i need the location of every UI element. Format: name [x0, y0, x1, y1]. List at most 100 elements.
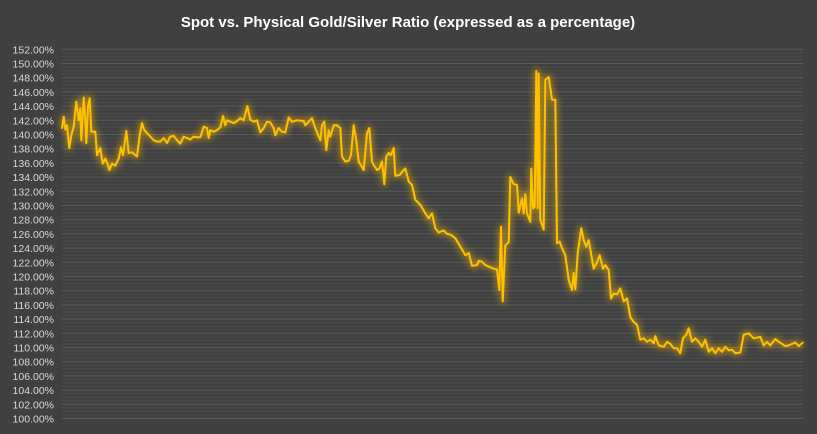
data-point	[682, 337, 684, 340]
data-point	[99, 147, 102, 149]
data-point	[319, 139, 322, 142]
data-point	[610, 297, 612, 300]
data-point	[691, 340, 693, 343]
data-point	[509, 176, 512, 179]
data-point	[314, 127, 317, 130]
data-point	[582, 239, 585, 242]
data-point	[321, 124, 323, 127]
data-point	[564, 254, 567, 257]
data-point	[64, 128, 67, 131]
y-tick-label: 148.00%	[13, 73, 54, 85]
data-point	[120, 146, 122, 149]
data-point	[209, 129, 212, 132]
data-point	[90, 130, 93, 133]
data-point	[457, 242, 460, 245]
data-point	[317, 135, 320, 138]
data-point	[669, 343, 672, 345]
chart-title: Spot vs. Physical Gold/Silver Ratio (exp…	[181, 14, 635, 31]
data-point	[106, 163, 109, 166]
data-point	[431, 212, 433, 215]
data-point	[522, 212, 525, 215]
y-tick-label: 142.00%	[13, 115, 54, 127]
data-point	[524, 193, 527, 196]
data-point	[571, 289, 573, 291]
y-tick-label: 150.00%	[13, 59, 54, 71]
y-tick-label: 122.00%	[13, 257, 54, 269]
data-point	[332, 124, 335, 127]
data-point	[797, 345, 800, 347]
data-point	[138, 134, 141, 137]
data-point	[498, 289, 501, 291]
data-point	[558, 240, 561, 243]
data-point	[539, 218, 542, 221]
y-tick-label: 112.00%	[13, 328, 54, 340]
y-tick-label: 138.00%	[13, 144, 54, 156]
y-tick-label: 102.00%	[13, 399, 54, 411]
data-point	[88, 97, 91, 100]
data-point	[146, 132, 148, 134]
data-point	[504, 244, 507, 247]
data-point	[561, 247, 563, 250]
data-point	[642, 337, 645, 340]
data-point	[731, 348, 733, 351]
y-tick-label: 106.00%	[13, 371, 54, 383]
data-point	[612, 292, 615, 295]
data-point	[530, 167, 533, 170]
data-point	[94, 130, 97, 133]
data-point	[496, 268, 498, 271]
data-point	[287, 116, 290, 119]
data-point	[446, 233, 448, 235]
data-point	[532, 207, 534, 210]
y-tick-label: 108.00%	[13, 357, 54, 369]
data-point	[232, 122, 235, 125]
data-point	[672, 347, 675, 350]
data-point	[649, 338, 652, 341]
data-point	[372, 164, 375, 166]
data-point	[484, 264, 487, 267]
data-point	[567, 279, 570, 281]
data-point	[604, 264, 607, 267]
data-point	[249, 118, 252, 121]
data-point	[117, 157, 120, 160]
y-tick-label: 152.00%	[13, 44, 54, 56]
data-point	[381, 160, 383, 163]
data-point	[357, 160, 360, 163]
data-point	[777, 340, 780, 343]
y-tick-label: 120.00%	[13, 272, 54, 284]
data-point	[734, 352, 737, 355]
data-point	[70, 134, 73, 137]
data-point	[602, 267, 604, 270]
data-point	[784, 345, 787, 347]
y-tick-label: 124.00%	[13, 243, 54, 255]
data-point	[394, 174, 397, 177]
data-point	[576, 252, 579, 254]
data-point	[769, 344, 772, 347]
data-point	[607, 269, 610, 272]
y-tick-label: 110.00%	[13, 343, 54, 355]
data-point	[291, 120, 293, 123]
data-point	[159, 140, 162, 143]
data-point	[216, 129, 218, 132]
data-point	[325, 149, 328, 152]
y-tick-label: 134.00%	[13, 172, 54, 184]
data-point	[114, 164, 117, 167]
data-point	[80, 139, 83, 142]
data-point	[517, 211, 520, 214]
data-point	[492, 267, 495, 270]
data-point	[781, 343, 783, 345]
data-point	[556, 242, 558, 245]
data-point	[307, 120, 310, 123]
y-tick-label: 136.00%	[13, 158, 54, 170]
data-point	[464, 254, 467, 257]
data-point	[371, 160, 373, 163]
y-tick-label: 144.00%	[13, 101, 54, 113]
data-point	[787, 344, 790, 347]
data-point	[162, 137, 165, 139]
data-point	[454, 237, 457, 240]
data-point	[654, 335, 657, 338]
data-point	[378, 167, 381, 170]
data-point	[461, 248, 463, 251]
data-point	[414, 198, 417, 201]
data-point	[311, 117, 313, 120]
data-point	[727, 349, 730, 352]
